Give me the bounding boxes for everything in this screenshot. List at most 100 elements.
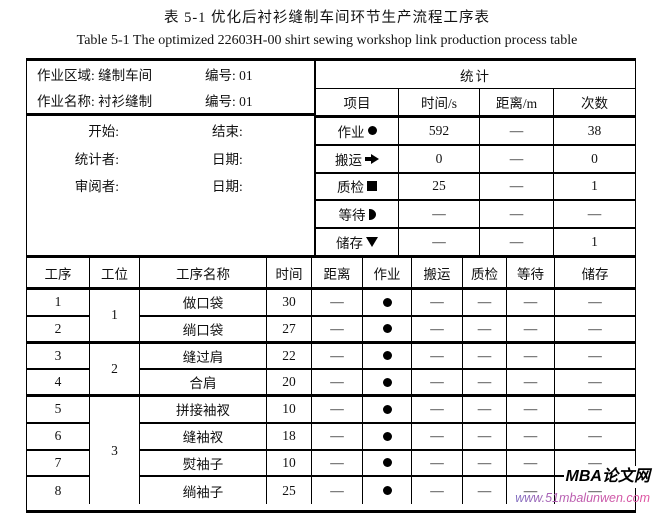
step-name: 缝袖衩 — [140, 423, 267, 451]
table-upper-section: 作业区域: 缝制车间 编号: 01 作业名称: 衬衫缝制 编号: 01 开始: … — [27, 61, 635, 258]
step-waiting: — — [507, 423, 555, 451]
step-waiting: — — [507, 290, 555, 317]
step-inspection: — — [463, 450, 507, 478]
job-name: 作业名称: 衬衫缝制 — [37, 90, 205, 110]
statistician-label: 统计者: — [74, 151, 119, 167]
step-time: 27 — [267, 316, 312, 344]
process-steps-table: 工序 工位 工序名称 时间 距离 作业 搬运 质检 等待 储存 1 1 做口袋 … — [27, 258, 635, 504]
empty-row — [27, 227, 314, 255]
job-area-number: 编号: 01 — [205, 64, 253, 84]
col-step-name: 工序名称 — [140, 258, 267, 290]
step-operation — [363, 423, 412, 451]
step-inspection: — — [463, 290, 507, 317]
step-inspection: — — [463, 316, 507, 344]
operation-time: 592 — [399, 118, 480, 144]
step-no: 2 — [27, 316, 90, 344]
step-waiting: — — [507, 316, 555, 344]
storage-triangle-icon — [366, 237, 378, 248]
step-distance: — — [312, 477, 363, 504]
step-operation — [363, 397, 412, 424]
operation-dot-icon — [382, 458, 392, 468]
step-name: 拼接袖衩 — [140, 397, 267, 424]
step-distance: — — [312, 343, 363, 371]
transport-count: 0 — [591, 150, 598, 166]
step-time: 18 — [267, 423, 312, 451]
step-inspection: — — [463, 343, 507, 371]
step-no: 1 — [27, 290, 90, 317]
operation-circle-icon — [367, 126, 377, 136]
step-inspection: — — [463, 370, 507, 397]
step-transport: — — [412, 290, 463, 317]
start-label: 开始: — [88, 123, 119, 139]
inspection-label: 质检 — [337, 180, 364, 196]
job-area: 作业区域: 缝制车间 — [37, 64, 205, 84]
step-distance: — — [312, 290, 363, 317]
table-title-chinese: 表 5-1 优化后衬衫缝制车间环节生产流程工序表 — [163, 10, 491, 26]
step-waiting: — — [507, 450, 555, 478]
stats-row-waiting: 等待 — — — — [316, 201, 635, 230]
step-no: 6 — [27, 423, 90, 451]
step-time: 30 — [267, 290, 312, 317]
operation-dot-icon — [382, 486, 392, 496]
operation-dot-icon — [382, 377, 392, 387]
step-transport: — — [412, 316, 463, 344]
col-transport: 搬运 — [412, 258, 463, 290]
stats-col-time: 时间/s — [399, 89, 480, 115]
storage-label: 储存 — [336, 236, 363, 252]
station-cell: 3 — [90, 397, 140, 504]
job-name-row: 作业名称: 衬衫缝制 编号: 01 — [37, 87, 314, 113]
step-operation — [363, 477, 412, 504]
transport-distance: — — [480, 145, 554, 172]
step-name: 缝过肩 — [140, 343, 267, 371]
job-area-number-value: 01 — [239, 68, 253, 83]
step-storage: — — [555, 344, 635, 371]
step-transport: — — [412, 477, 463, 504]
stats-item-operation: 作业 — [316, 118, 399, 144]
col-station: 工位 — [90, 258, 140, 290]
stats-item-waiting: 等待 — [316, 201, 399, 228]
step-transport: — — [412, 370, 463, 397]
step-operation — [363, 316, 412, 344]
waiting-distance: — — [480, 201, 554, 228]
step-inspection: — — [463, 397, 507, 424]
inspection-count: 1 — [591, 178, 598, 194]
station-cell: 2 — [90, 343, 140, 397]
step-storage: — — [555, 290, 635, 317]
watermark-site-name: MBA论文网 — [563, 466, 652, 488]
job-name-number-value: 01 — [239, 94, 253, 109]
storage-time: — — [399, 229, 480, 255]
waiting-label: 等待 — [338, 208, 366, 224]
job-name-number-label: 编号: — [205, 94, 236, 109]
operation-label: 作业 — [337, 124, 365, 140]
transport-time: 0 — [399, 145, 480, 172]
inspection-square-icon — [367, 181, 377, 192]
step-waiting: — — [507, 343, 555, 371]
step-storage: — — [555, 317, 635, 344]
col-storage: 储存 — [555, 258, 635, 290]
step-operation — [363, 343, 412, 371]
stats-col-count: 次数 — [581, 96, 608, 111]
job-name-label: 作业名称: — [37, 94, 95, 109]
start-end-row: 开始: 结束: — [27, 116, 314, 144]
step-transport: — — [412, 423, 463, 451]
stats-item-transport: 搬运 — [316, 145, 399, 172]
station-cell: 1 — [90, 290, 140, 344]
step-operation — [363, 370, 412, 397]
step-name: 绱口袋 — [140, 316, 267, 344]
empty-row — [27, 199, 314, 227]
table-title-english: Table 5-1 The optimized 22603H-00 shirt … — [76, 33, 578, 48]
statistics-title: 统计 — [316, 61, 635, 89]
step-storage: — — [555, 424, 635, 451]
job-area-number-label: 编号: — [205, 68, 236, 83]
step-name: 做口袋 — [140, 290, 267, 317]
step-time: 20 — [267, 370, 312, 397]
statistics-pane: 统计 项目 时间/s 距离/m 次数 作业 592 — 38 搬运 0 — — [314, 61, 635, 255]
stats-item-inspection: 质检 — [316, 173, 399, 200]
operation-dot-icon — [382, 297, 392, 307]
date1-label: 日期: — [212, 151, 243, 167]
step-time: 22 — [267, 343, 312, 371]
step-distance: — — [312, 423, 363, 451]
reviewer-label: 审阅者: — [74, 179, 119, 195]
step-distance: — — [312, 316, 363, 344]
job-name-value: 衬衫缝制 — [98, 94, 153, 109]
